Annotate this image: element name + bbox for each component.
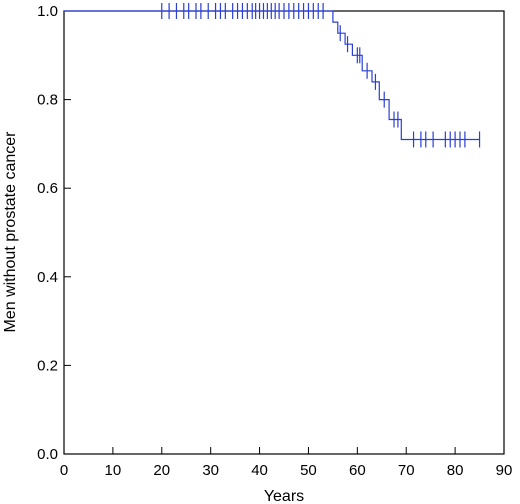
x-tick-label: 80: [447, 462, 464, 479]
y-axis: 0.0 0.2 0.4 0.6 0.8 1.0: [37, 3, 71, 463]
x-tick-label: 50: [300, 462, 317, 479]
x-tick-label: 90: [496, 462, 513, 479]
x-tick-label: 10: [105, 462, 122, 479]
survival-series: [64, 3, 481, 148]
x-tick-label: 40: [251, 462, 268, 479]
x-axis-label: Years: [264, 488, 304, 504]
x-tick-label: 20: [153, 462, 170, 479]
y-axis-label: Men without prostate cancer: [2, 131, 19, 333]
x-axis: 0 10 20 30 40 50 60 70 80 90: [60, 447, 513, 479]
x-tick-label: 30: [202, 462, 219, 479]
y-tick-label: 0.0: [37, 446, 58, 463]
x-tick-label: 0: [60, 462, 68, 479]
plot-frame: [63, 10, 505, 455]
y-tick-label: 0.6: [37, 180, 58, 197]
x-tick-label: 60: [349, 462, 366, 479]
survival-step-line: [64, 10, 480, 141]
y-tick-label: 0.2: [37, 357, 58, 374]
y-tick-label: 1.0: [37, 3, 58, 20]
x-tick-label: 70: [398, 462, 415, 479]
y-tick-label: 0.4: [37, 269, 58, 286]
y-tick-label: 0.8: [37, 92, 58, 109]
